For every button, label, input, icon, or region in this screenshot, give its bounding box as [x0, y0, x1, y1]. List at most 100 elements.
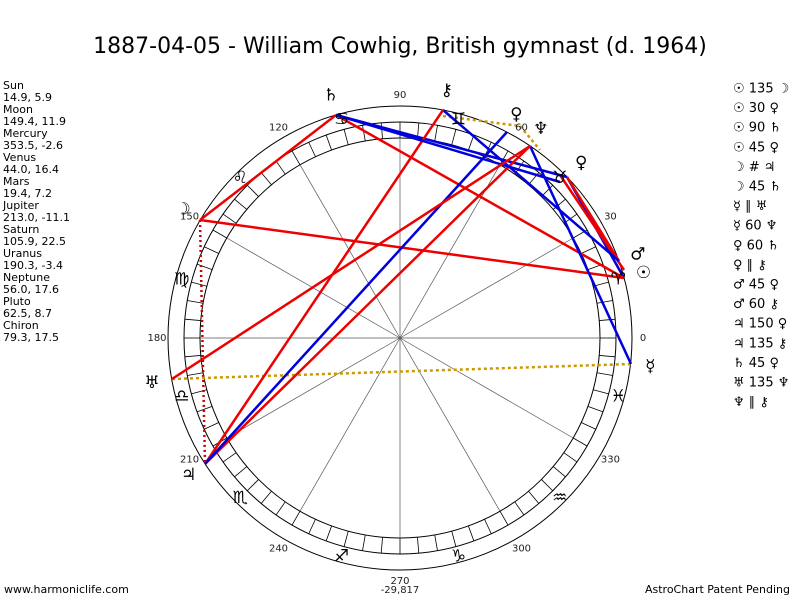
ring-tick — [552, 466, 566, 478]
spoke — [299, 164, 401, 339]
ring-tick — [468, 134, 475, 151]
aspect-line — [335, 113, 561, 184]
degree-label: 30 — [604, 212, 617, 223]
planet-position: 149.4, 11.9 — [3, 115, 66, 128]
ring-tick — [204, 246, 219, 254]
planet-glyph: ♂ — [630, 244, 645, 264]
ring-tick — [187, 372, 204, 376]
aspect-line — [442, 109, 620, 262]
ring-tick — [380, 122, 383, 139]
degree-label: 210 — [180, 455, 199, 466]
planet-name: Venus — [3, 151, 36, 164]
outer-circle — [167, 105, 633, 571]
spoke — [399, 337, 574, 439]
spoke — [299, 337, 401, 512]
ring-tick — [246, 479, 259, 492]
title: 1887-04-05 - William Cowhig, British gym… — [93, 34, 707, 59]
aspect-line — [171, 362, 632, 381]
ring-tick — [499, 511, 509, 526]
planet-name: Mercury — [3, 127, 48, 140]
aspect-entry: ♂ 60 ⚷ — [733, 297, 779, 312]
ring-tick — [599, 318, 616, 321]
aspect-line — [171, 144, 531, 381]
aspect-entry: ☽ # ♃ — [733, 160, 775, 175]
aspect-line — [565, 176, 621, 262]
ring-tick — [434, 125, 438, 142]
ring-tick — [325, 134, 332, 151]
aspect-line — [199, 114, 337, 221]
planet-position: 105.9, 22.5 — [3, 235, 66, 248]
planet-name: Chiron — [3, 319, 39, 332]
sign-glyph: ♐ — [334, 546, 349, 566]
aspect-entry: ♀ 60 ♄ — [733, 238, 779, 253]
spoke — [399, 337, 501, 512]
sign-glyph: ♒ — [552, 488, 567, 508]
ring-tick — [275, 160, 286, 175]
aspect-entry: ♆ ∥ ⚷ — [733, 395, 769, 410]
ring-tick — [343, 531, 349, 547]
sign-glyph: ♈ — [611, 270, 626, 290]
degree-label: 60 — [515, 123, 528, 134]
ring-tick — [184, 318, 201, 321]
ring-tick — [191, 281, 207, 287]
planet-position: 44.0, 16.4 — [3, 163, 59, 176]
footer-left: www.harmoniclife.com — [4, 583, 129, 596]
ring-tick — [362, 534, 366, 551]
planet-name: Uranus — [3, 247, 42, 260]
aspect-line — [203, 109, 445, 465]
planet-glyph: ♅ — [144, 373, 159, 393]
ring-tick — [260, 490, 272, 504]
ring-tick — [581, 422, 596, 430]
spokes — [200, 138, 600, 538]
ring-tick — [234, 466, 248, 478]
planet-glyph: ☽ — [175, 200, 190, 220]
sign-glyph: ♓ — [611, 386, 626, 406]
degree-label: 0 — [640, 333, 646, 344]
planet-name: Sun — [3, 79, 24, 92]
planet-glyph: ♀ — [510, 104, 522, 124]
ring-tick — [593, 389, 609, 395]
ring-tick — [275, 501, 286, 516]
planet-position: 213.0, -11.1 — [3, 211, 70, 224]
planet-glyph: ☉ — [636, 263, 651, 283]
ring-tick — [514, 501, 525, 516]
ring-tick — [451, 531, 457, 547]
ring-tick — [417, 537, 420, 554]
ring-tick — [204, 422, 219, 430]
planet-name: Mars — [3, 175, 30, 188]
ring-tick — [362, 125, 366, 142]
planet-glyph: ♄ — [323, 86, 338, 106]
ring-tick — [222, 213, 237, 224]
planet-position: 56.0, 17.6 — [3, 283, 59, 296]
ring-tick — [599, 355, 616, 358]
planet-position: 62.5, 8.7 — [3, 307, 52, 320]
sign-glyph: ♊ — [451, 110, 466, 130]
planet-position: 190.3, -3.4 — [3, 259, 63, 272]
ring-tick — [187, 300, 204, 304]
aspect-entry: ☉ 30 ♀ — [733, 101, 779, 116]
ring-tick — [222, 452, 237, 463]
planet-position: 79.3, 17.5 — [3, 331, 59, 344]
spoke — [226, 337, 401, 439]
spoke — [399, 237, 574, 339]
planet-glyph: ☿ — [645, 357, 655, 377]
ring-tick — [581, 246, 596, 254]
planet-position: 353.5, -2.6 — [3, 139, 63, 152]
sign-glyph: ♑ — [451, 546, 466, 566]
aspect-line — [519, 125, 541, 151]
degree-label: 90 — [394, 90, 407, 101]
degree-label: 180 — [147, 333, 166, 344]
ring-tick — [484, 519, 492, 534]
aspect-lines — [171, 109, 633, 465]
planet-name: Jupiter — [2, 199, 39, 212]
planet-position: 14.9, 5.9 — [3, 91, 52, 104]
aspect-entry: ☉ 45 ♀ — [733, 140, 779, 155]
aspect-entry: ☽ 45 ♄ — [733, 180, 781, 195]
ring-tick — [596, 372, 613, 376]
planet-name: Saturn — [3, 223, 39, 236]
ring-tick — [528, 490, 540, 504]
sign-glyph: ♎ — [174, 386, 189, 406]
ring-tick — [596, 300, 613, 304]
ring-tick — [234, 198, 248, 210]
